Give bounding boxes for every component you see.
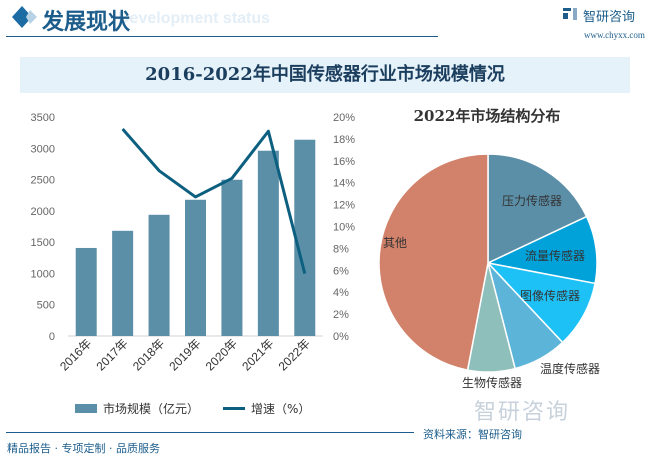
- x-tick-label: 2022年: [276, 336, 313, 373]
- x-tick-label: 2021年: [239, 336, 276, 373]
- bar-2019年: [185, 199, 206, 336]
- x-tick-label: 2016年: [57, 336, 94, 373]
- y-tick-label: 0: [49, 331, 55, 343]
- legend-bar-label: 市场规模（亿元）: [103, 402, 200, 416]
- y-tick-label: 1500: [31, 237, 55, 249]
- pie-label: 流量传感器: [525, 248, 585, 263]
- x-tick-label: 2017年: [93, 336, 130, 373]
- pie-label: 生物传感器: [462, 375, 522, 390]
- footer-source: 资料来源：智研咨询: [423, 428, 522, 441]
- chart-title: 2016-2022年中国传感器行业市场规模情况: [20, 57, 630, 93]
- growth-line: [121, 128, 307, 274]
- y2-tick-label: 6%: [333, 265, 349, 277]
- header-title: 发展现状: [42, 10, 131, 35]
- y2-tick-label: 20%: [333, 112, 355, 124]
- bar-2018年: [148, 214, 170, 336]
- legend-line-swatch: [223, 407, 246, 410]
- x-tick-label: 2020年: [203, 336, 240, 373]
- bar-2021年: [257, 150, 279, 336]
- y2-tick-label: 14%: [333, 178, 355, 190]
- y-tick-label: 1000: [31, 268, 55, 280]
- y-tick-label: 2000: [31, 206, 55, 218]
- footer-slogan: 精品报告 · 专项定制 · 品质服务: [7, 442, 160, 455]
- y2-tick-label: 10%: [333, 222, 355, 234]
- y2-tick-label: 12%: [333, 200, 355, 212]
- logo-text: 智研咨询: [583, 10, 636, 25]
- pie-slice-5: [378, 153, 489, 371]
- logo-url[interactable]: www.chyxx.com: [584, 30, 645, 40]
- y-tick-label: 3000: [31, 143, 55, 155]
- y-tick-label: 500: [37, 300, 55, 312]
- y2-tick-label: 16%: [333, 156, 355, 168]
- bar-2016年: [75, 247, 97, 336]
- pie-label: 温度传感器: [540, 361, 600, 376]
- bar-2022年: [294, 139, 316, 336]
- x-tick-label: 2018年: [130, 336, 167, 373]
- y2-tick-label: 18%: [333, 134, 355, 146]
- y-tick-label: 3500: [31, 112, 55, 124]
- legend-line-label: 增速（%）: [251, 402, 311, 416]
- pie-slice-0: [487, 153, 588, 265]
- header-divider: [6, 36, 438, 37]
- chart-legend: 市场规模（亿元） 增速（%）: [75, 400, 310, 417]
- header-subtitle-en: Development status: [118, 10, 271, 27]
- y2-tick-label: 2%: [333, 309, 349, 321]
- pie-title: 2022年市场结构分布: [414, 107, 561, 125]
- y2-tick-label: 0%: [333, 331, 349, 343]
- footer-divider: [6, 432, 414, 433]
- y2-tick-label: 4%: [333, 287, 349, 299]
- y2-tick-label: 8%: [333, 243, 349, 255]
- pie-label: 图像传感器: [520, 288, 580, 303]
- bar-2017年: [112, 230, 134, 336]
- y-tick-label: 2500: [31, 175, 55, 187]
- pie-label: 压力传感器: [502, 193, 562, 208]
- watermark-text: 智研咨询: [474, 400, 571, 425]
- pie-label: 其他: [383, 236, 407, 250]
- x-tick-label: 2019年: [166, 336, 203, 373]
- bar-2020年: [221, 179, 243, 336]
- header-diamond-icon: [12, 6, 37, 28]
- legend-bar-swatch: [75, 404, 97, 413]
